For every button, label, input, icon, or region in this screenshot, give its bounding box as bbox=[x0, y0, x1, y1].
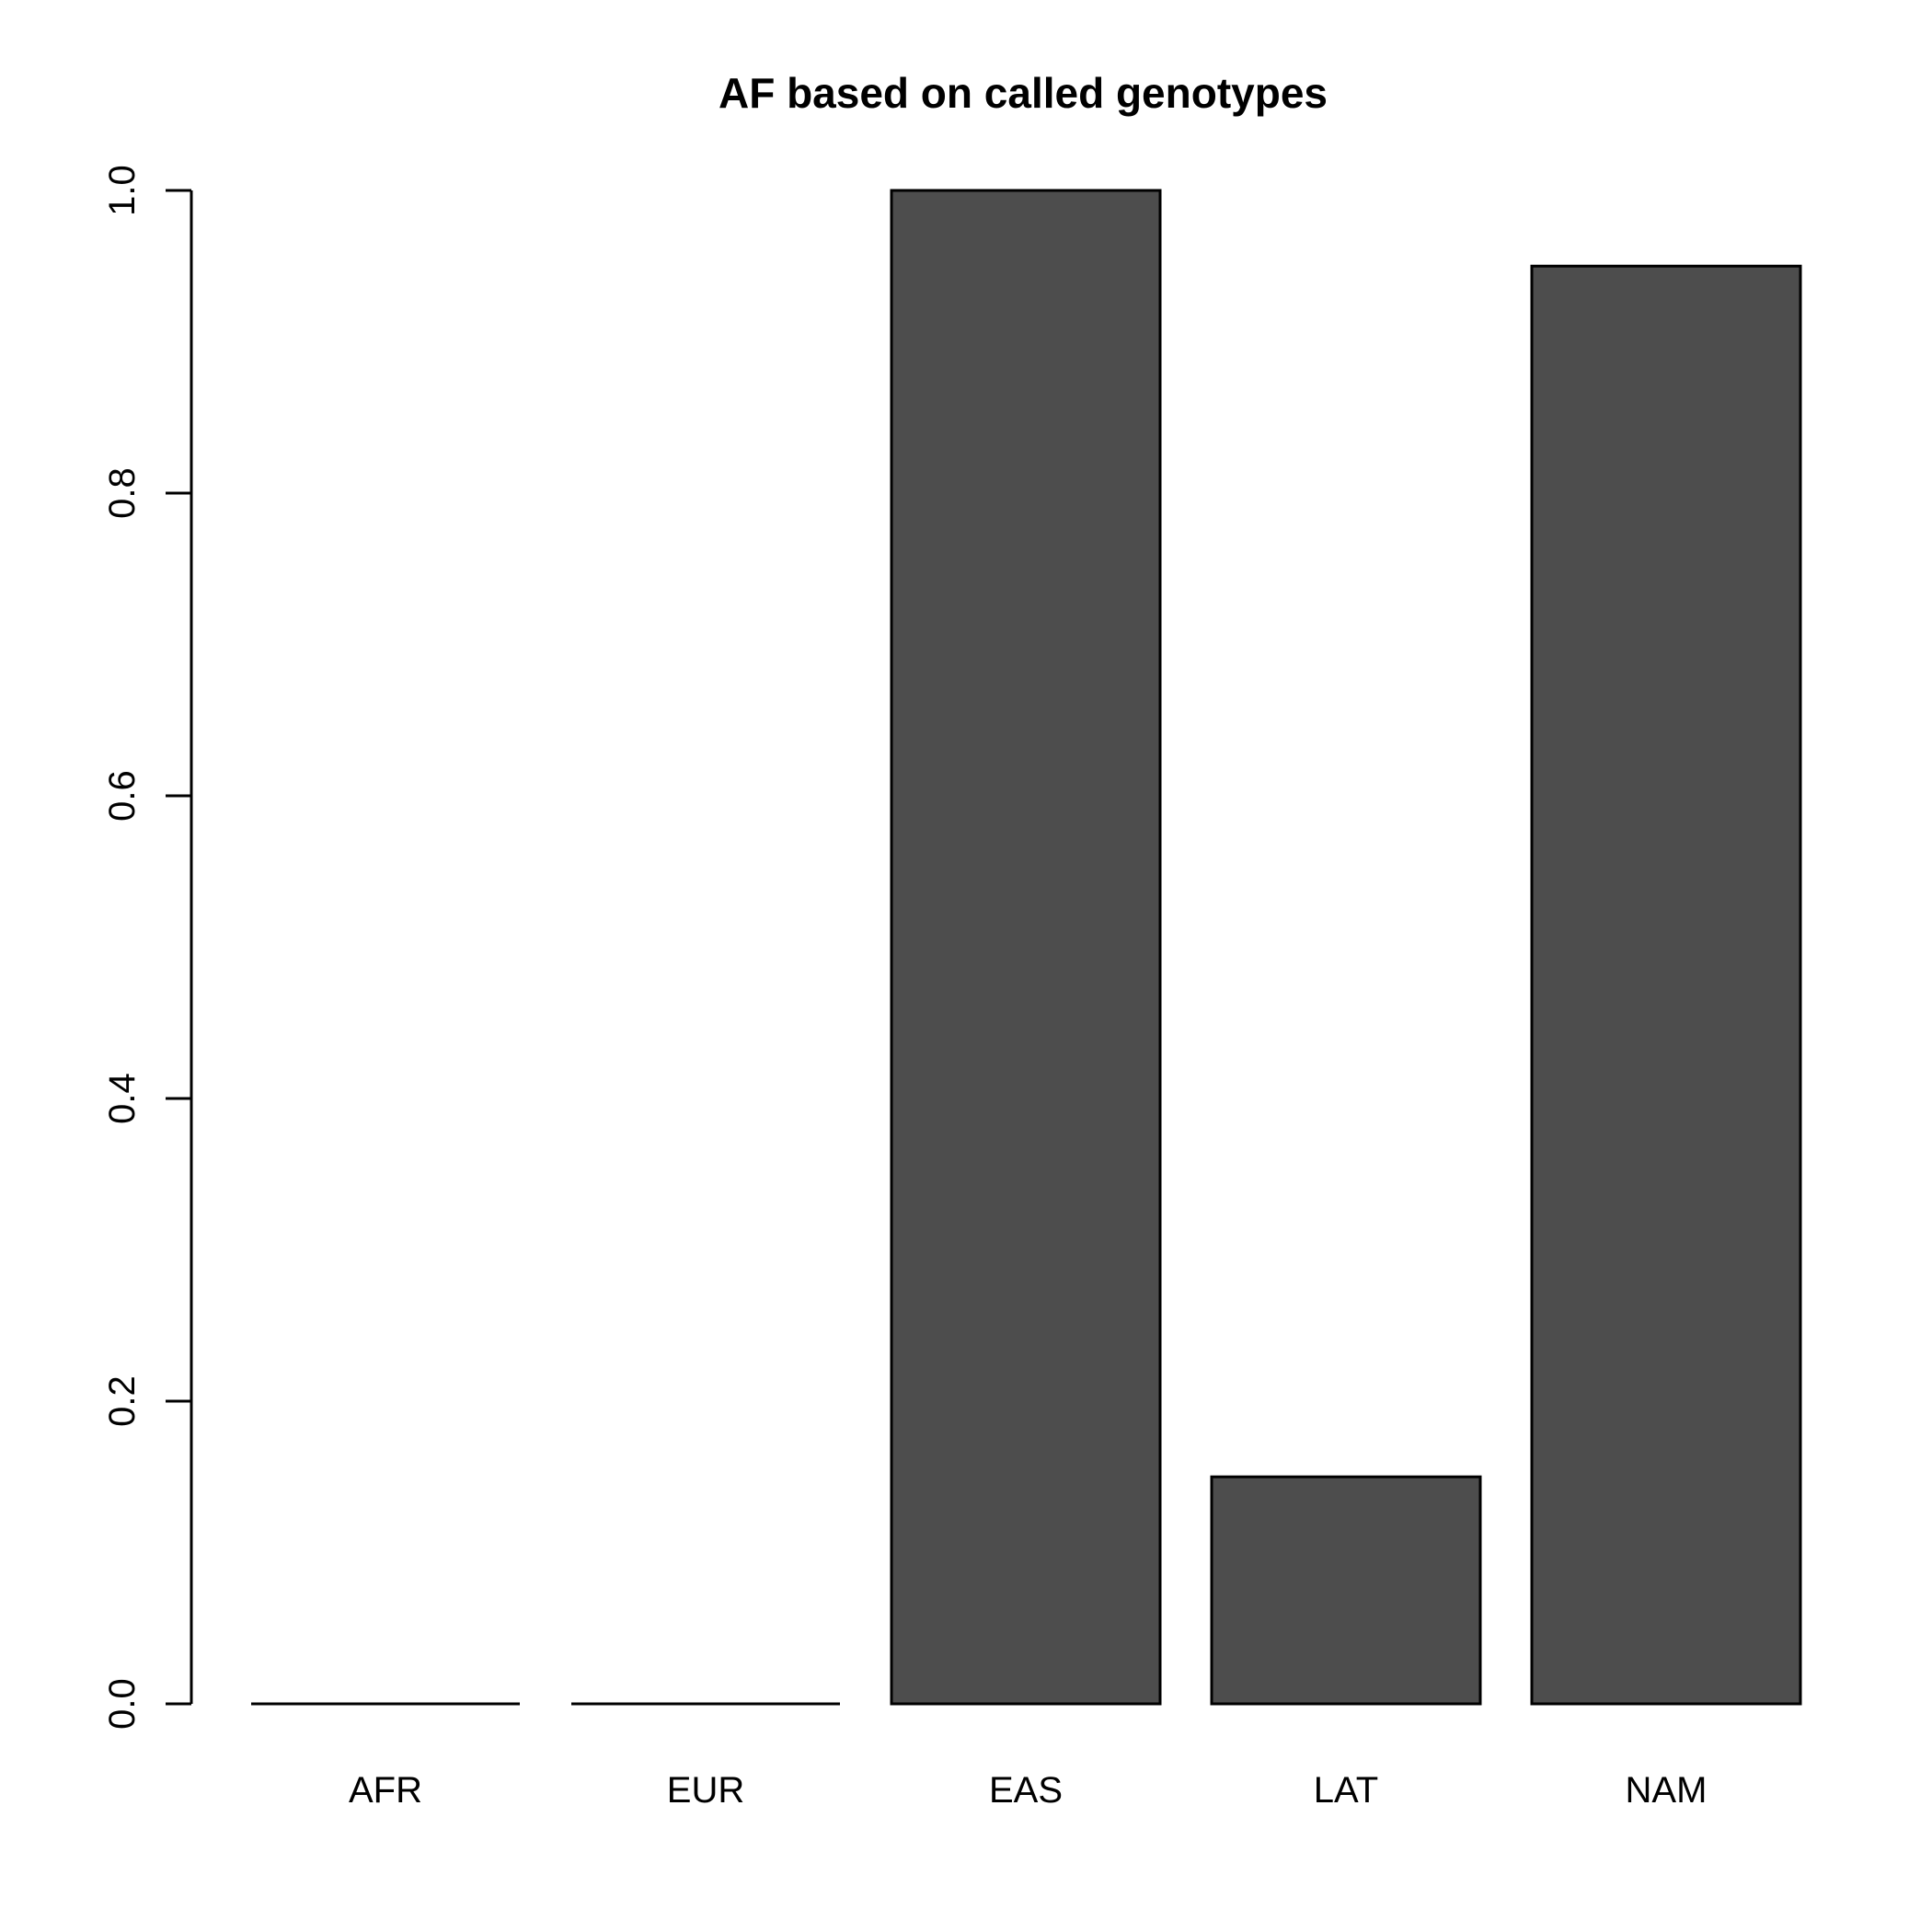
bar-eas bbox=[890, 189, 1162, 1706]
x-axis-labels: AFR EUR EAS LAT NAM bbox=[349, 1770, 1707, 1811]
y-tick-label: 0.8 bbox=[102, 467, 143, 519]
y-tick-label: 0.6 bbox=[102, 770, 143, 822]
x-tick-label: AFR bbox=[349, 1770, 422, 1811]
x-tick-label: NAM bbox=[1626, 1770, 1708, 1811]
y-tick-label: 1.0 bbox=[102, 165, 143, 216]
y-tick-label: 0.0 bbox=[102, 1678, 143, 1730]
y-tick-label: 0.2 bbox=[102, 1375, 143, 1427]
y-tick-label: 0.4 bbox=[102, 1073, 143, 1124]
x-tick-label: EUR bbox=[667, 1770, 744, 1811]
x-tick-label: EAS bbox=[989, 1770, 1063, 1811]
x-tick-label: LAT bbox=[1314, 1770, 1378, 1811]
bar-nam bbox=[1530, 264, 1802, 1706]
bar-lat bbox=[1210, 1475, 1482, 1706]
chart-title: AF based on called genotypes bbox=[719, 69, 1328, 117]
bars-group bbox=[251, 189, 1802, 1706]
y-axis-ticks: 0.0 0.2 0.4 0.6 0.8 1.0 bbox=[102, 165, 191, 1730]
